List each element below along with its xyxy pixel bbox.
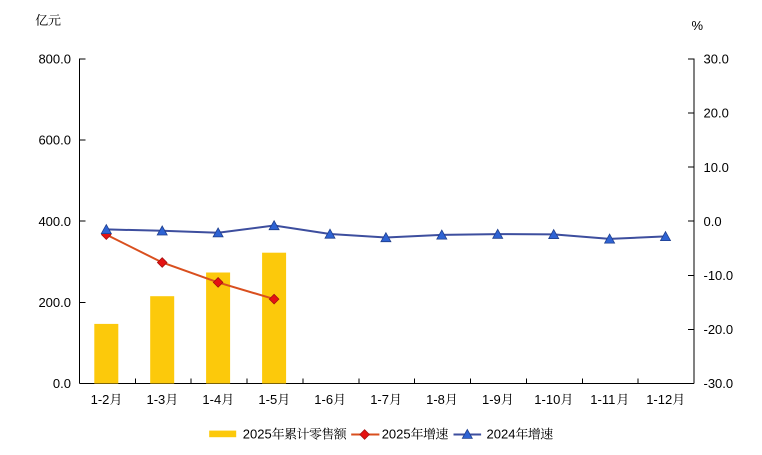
svg-text:1-9: 1-9 (482, 392, 501, 407)
svg-text:600.0: 600.0 (38, 133, 71, 148)
svg-text:1-10: 1-10 (534, 392, 560, 407)
svg-text:0.0: 0.0 (53, 376, 71, 391)
svg-text:-30.0: -30.0 (704, 376, 734, 391)
svg-text:0.0: 0.0 (704, 214, 722, 229)
svg-text:1-11: 1-11 (590, 392, 615, 407)
svg-text:20.0: 20.0 (704, 106, 729, 121)
svg-text:-20.0: -20.0 (704, 322, 734, 337)
svg-text:%: % (692, 18, 704, 33)
svg-text:1-3: 1-3 (147, 392, 166, 407)
svg-text:2025: 2025 (243, 427, 272, 442)
svg-text:1-2: 1-2 (91, 392, 110, 407)
svg-text:400.0: 400.0 (38, 214, 71, 229)
svg-text:1-6: 1-6 (314, 392, 333, 407)
svg-text:1-5: 1-5 (258, 392, 277, 407)
svg-text:1-8: 1-8 (426, 392, 445, 407)
svg-text:30.0: 30.0 (704, 52, 729, 67)
svg-text:-10.0: -10.0 (704, 268, 734, 283)
svg-text:2024: 2024 (487, 427, 516, 442)
svg-text:1-12: 1-12 (646, 392, 672, 407)
svg-text:2025: 2025 (382, 427, 411, 442)
svg-text:1-4: 1-4 (202, 392, 221, 407)
svg-text:10.0: 10.0 (704, 160, 729, 175)
svg-text:800.0: 800.0 (38, 52, 71, 67)
svg-text:1-7: 1-7 (370, 392, 389, 407)
svg-text:200.0: 200.0 (38, 295, 71, 310)
